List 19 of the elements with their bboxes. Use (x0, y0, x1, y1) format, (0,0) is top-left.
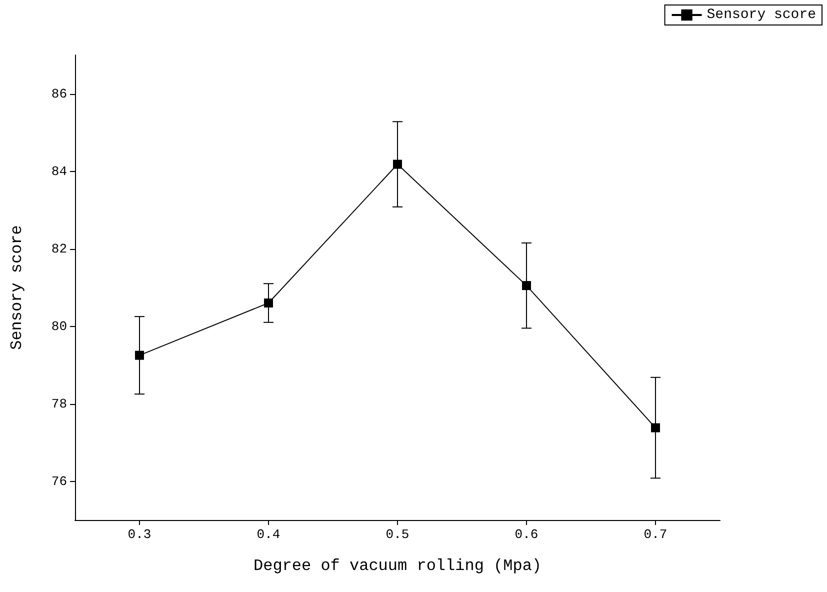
y-tick-label: 86 (51, 86, 67, 102)
y-tick-label: 78 (51, 396, 67, 412)
x-tick-label: 0.6 (514, 527, 538, 542)
point (651, 423, 660, 432)
x-tick-label: 0.3 (128, 527, 152, 542)
y-tick-label: 84 (51, 164, 68, 179)
y-tick-label: 76 (51, 474, 67, 489)
x-tick-label: 0.5 (386, 527, 410, 542)
y-axis-title: Sensory score (8, 225, 26, 350)
point (393, 160, 402, 169)
x-tick-label: 0.7 (644, 527, 668, 542)
point (264, 298, 273, 308)
x-axis-title: Degree of vacuum rolling (Mpa) (253, 557, 542, 575)
point (522, 281, 531, 290)
y-tick-label: 80 (51, 318, 67, 334)
y-tick-label: 82 (51, 241, 67, 256)
x-tick-label: 0.4 (256, 527, 280, 542)
legend-label: Sensory score (706, 7, 816, 23)
point (135, 350, 144, 360)
